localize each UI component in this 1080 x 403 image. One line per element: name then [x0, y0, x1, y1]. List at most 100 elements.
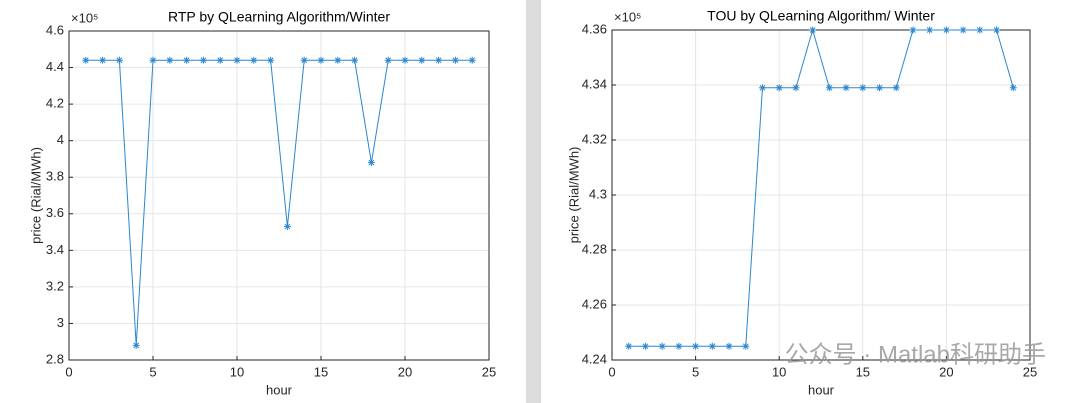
x-tick-label: 25	[1023, 364, 1037, 379]
y-tick-label: 4	[57, 132, 64, 147]
data-point	[842, 84, 850, 92]
marker-stroke	[692, 343, 699, 350]
data-point	[993, 26, 1001, 34]
marker-stroke	[402, 57, 408, 64]
data-point	[115, 56, 123, 64]
y-tick-label: 3.8	[46, 169, 64, 184]
data-point	[183, 56, 191, 64]
marker-stroke	[368, 159, 375, 166]
data-point	[317, 56, 325, 64]
x-tick-label: 5	[149, 364, 156, 379]
data-point	[334, 56, 342, 64]
marker-stroke	[776, 84, 783, 91]
data-point	[742, 342, 750, 350]
data-point	[401, 56, 409, 64]
marker-stroke	[133, 342, 140, 349]
data-point	[99, 56, 107, 64]
marker-stroke	[250, 57, 257, 64]
y-tick-label: 4.34	[582, 76, 607, 91]
marker-stroke	[910, 27, 916, 33]
data-point	[1009, 84, 1017, 92]
marker-stroke	[709, 343, 716, 350]
data-point	[267, 56, 275, 64]
marker-stroke	[435, 57, 442, 64]
marker-stroke	[301, 57, 308, 64]
marker-stroke	[993, 27, 1000, 33]
data-point	[300, 56, 308, 64]
x-tick-label: 25	[482, 364, 496, 379]
data-point	[199, 56, 207, 64]
data-point	[658, 342, 666, 350]
data-point	[283, 223, 291, 231]
marker-stroke	[334, 57, 341, 64]
y-tick-label: 4.28	[582, 241, 607, 256]
y-tick-label: 4.6	[46, 22, 64, 37]
data-point	[959, 26, 967, 34]
marker-stroke	[876, 84, 883, 91]
plot-area	[69, 31, 489, 360]
x-tick-label: 15	[856, 364, 870, 379]
data-point	[641, 342, 649, 350]
data-point	[675, 342, 683, 350]
marker-stroke	[826, 84, 833, 91]
marker-stroke	[351, 57, 358, 64]
data-point	[708, 342, 716, 350]
marker-stroke	[234, 57, 240, 64]
y-tick-label: 2.8	[46, 351, 64, 366]
data-point	[909, 26, 917, 34]
y-axis-label: price (Rial/MWh)	[566, 147, 581, 244]
data-point	[166, 56, 174, 64]
data-point	[942, 26, 950, 34]
y-tick-label: 4.2	[46, 96, 64, 111]
marker-stroke	[742, 343, 749, 350]
marker-stroke	[284, 223, 291, 230]
x-tick-label: 20	[398, 364, 412, 379]
marker-stroke	[976, 27, 983, 33]
marker-stroke	[200, 57, 207, 64]
chart-title: RTP by QLearning Algorithm/Winter	[168, 9, 390, 25]
data-point	[216, 56, 224, 64]
marker-stroke	[843, 84, 849, 91]
data-point	[859, 84, 867, 92]
y-tick-label: 3	[57, 315, 64, 330]
marker-stroke	[943, 27, 950, 33]
y-tick-label: 4.32	[582, 131, 607, 146]
axes-box	[68, 30, 490, 361]
marker-stroke	[960, 27, 966, 33]
marker-stroke	[859, 84, 866, 91]
marker-stroke	[809, 27, 816, 33]
marker-stroke	[166, 57, 173, 64]
data-point	[926, 26, 934, 34]
data-point	[758, 84, 766, 92]
data-point	[809, 26, 817, 34]
axes-box	[611, 29, 1031, 361]
data-point	[82, 56, 90, 64]
y-tick-label: 4.3	[589, 186, 607, 201]
marker-stroke	[452, 57, 459, 64]
marker-stroke	[267, 57, 274, 64]
y-scale-label: ×10⁵	[614, 9, 641, 24]
y-tick-label: 4.4	[46, 59, 64, 74]
data-point	[451, 56, 459, 64]
marker-stroke	[642, 343, 649, 350]
data-point	[233, 56, 241, 64]
x-tick-label: 0	[65, 364, 72, 379]
marker-stroke	[625, 343, 632, 350]
marker-stroke	[82, 57, 89, 64]
marker-stroke	[183, 57, 190, 64]
x-tick-label: 10	[772, 364, 786, 379]
data-point	[625, 342, 633, 350]
marker-stroke	[1010, 84, 1017, 91]
marker-stroke	[318, 57, 324, 64]
x-tick-label: 0	[608, 364, 615, 379]
data-point	[692, 342, 700, 350]
marker-stroke	[99, 57, 106, 64]
data-point	[976, 26, 984, 34]
marker-stroke	[217, 57, 224, 64]
y-tick-label: 3.4	[46, 242, 64, 257]
marker-stroke	[726, 343, 732, 350]
y-tick-label: 4.26	[582, 296, 607, 311]
marker-stroke	[418, 57, 425, 64]
marker-stroke	[385, 57, 392, 64]
data-point	[418, 56, 426, 64]
